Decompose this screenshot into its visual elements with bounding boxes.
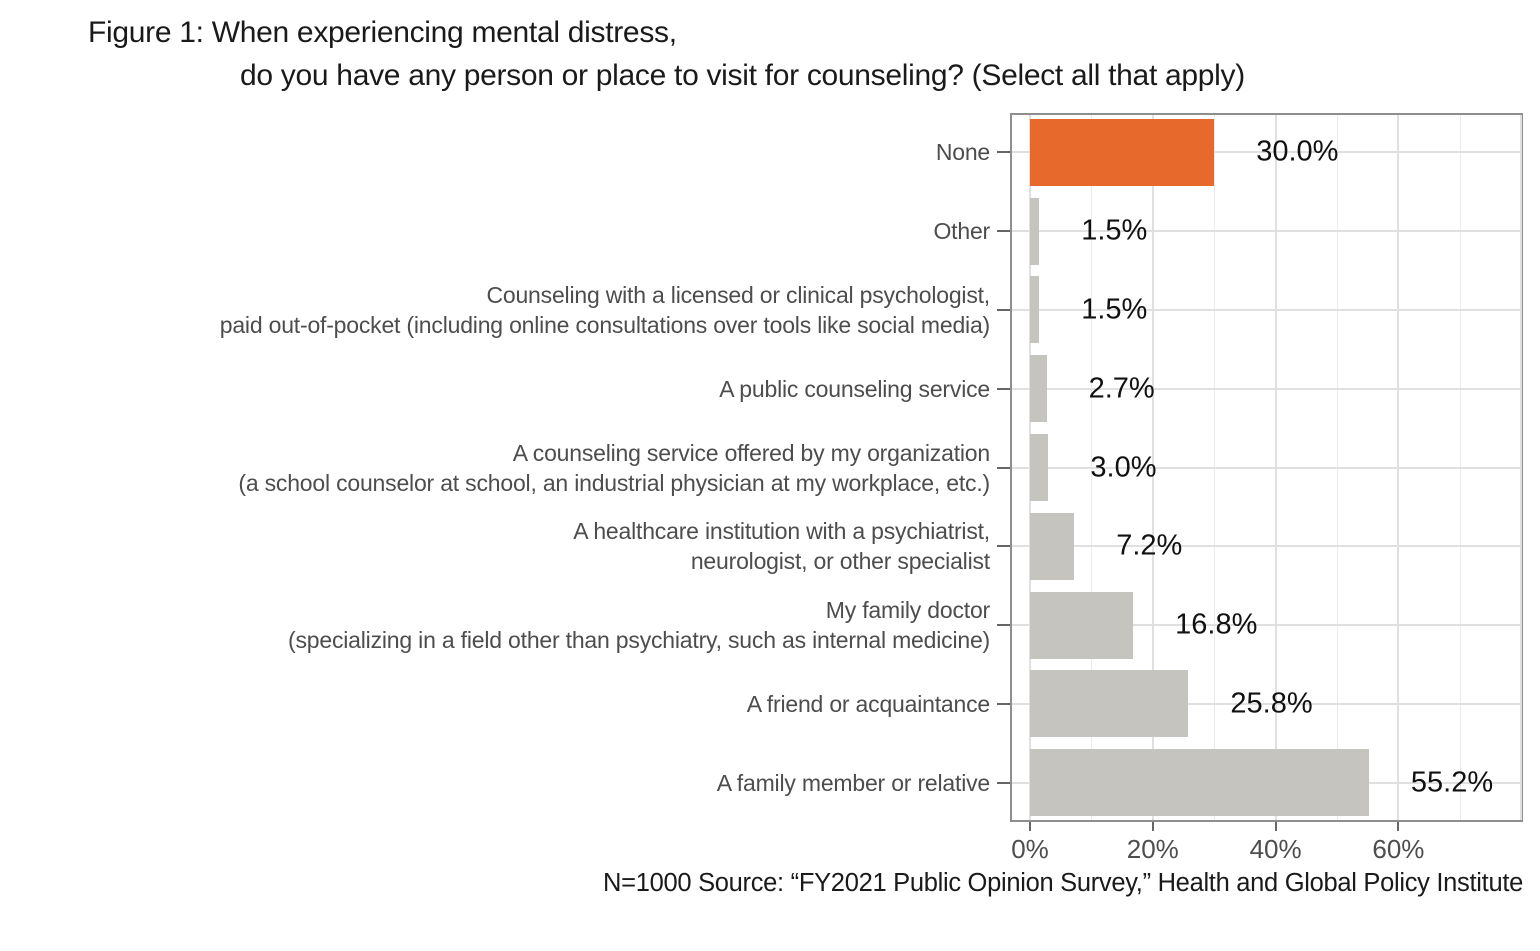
bar-value-label: 7.2% <box>1116 529 1183 562</box>
y-axis-tick <box>997 151 1010 154</box>
y-axis-tick <box>997 702 1010 705</box>
bar-9 <box>1030 749 1369 817</box>
y-axis-tick <box>997 545 1010 548</box>
x-axis-tick-label: 40% <box>1249 834 1302 864</box>
gridline-horizontal-major <box>1012 230 1521 233</box>
y-axis-tick <box>997 230 1010 233</box>
gridline-horizontal-major <box>1012 387 1521 390</box>
y-axis-tick <box>997 624 1010 627</box>
category-label: My family doctor (specializing in a field… <box>288 597 990 654</box>
bar-value-label: 55.2% <box>1410 766 1494 799</box>
gridline-horizontal-major <box>1012 466 1521 469</box>
bar-value-label: 3.0% <box>1090 451 1157 483</box>
gridline-vertical-major <box>1520 115 1523 820</box>
bar-value-label: 16.8% <box>1175 608 1258 641</box>
bar-4 <box>1030 355 1047 423</box>
bar-5 <box>1030 434 1049 501</box>
x-axis-tick <box>1151 822 1154 831</box>
category-label: A counseling service offered by my organ… <box>238 439 990 496</box>
bar-1 <box>1030 118 1215 186</box>
chart-panel <box>1010 113 1523 822</box>
y-axis-tick <box>997 308 1010 311</box>
bar-8 <box>1030 670 1189 738</box>
x-axis-tick <box>1029 822 1031 831</box>
bar-value-label: 2.7% <box>1088 372 1155 405</box>
bar-value-label: 1.5% <box>1081 293 1148 326</box>
source-note: N=1000 Source: “FY2021 Public Opinion Su… <box>603 869 1523 897</box>
y-axis-tick <box>997 781 1010 784</box>
x-axis-tick-label: 60% <box>1372 834 1425 864</box>
bar-value-label: 1.5% <box>1081 214 1148 247</box>
bar-3 <box>1030 276 1040 344</box>
category-label: A healthcare institution with a psychiat… <box>573 518 990 575</box>
gridline-horizontal-major <box>1012 545 1521 548</box>
figure-title-line-1: Figure 1: When experiencing mental distr… <box>88 16 677 49</box>
category-label: None <box>935 139 990 166</box>
y-axis-tick <box>997 387 1010 390</box>
category-label: A family member or relative <box>716 769 990 796</box>
category-label: A public counseling service <box>719 375 990 402</box>
bar-6 <box>1030 512 1075 580</box>
gridline-horizontal-major <box>1012 308 1521 311</box>
gridline-horizontal-major <box>1012 624 1521 627</box>
x-axis-tick <box>1274 822 1277 831</box>
category-label: A friend or acquaintance <box>746 690 990 717</box>
category-label: Other <box>933 218 990 245</box>
bar-7 <box>1030 591 1134 659</box>
category-label: Counseling with a licensed or clinical p… <box>219 281 990 338</box>
bar-value-label: 25.8% <box>1230 687 1313 720</box>
x-axis-tick-label: 20% <box>1126 834 1179 864</box>
x-axis-tick <box>1397 822 1400 831</box>
gridline-horizontal-major <box>1012 151 1521 154</box>
bar-value-label: 30.0% <box>1256 135 1339 168</box>
bar-2 <box>1030 197 1040 265</box>
figure-title-line-2: do you have any person or place to visit… <box>240 59 1245 92</box>
gridline-horizontal-major <box>1012 702 1521 705</box>
x-axis-tick-label: 0% <box>1011 834 1049 864</box>
y-axis-tick <box>997 466 1010 469</box>
